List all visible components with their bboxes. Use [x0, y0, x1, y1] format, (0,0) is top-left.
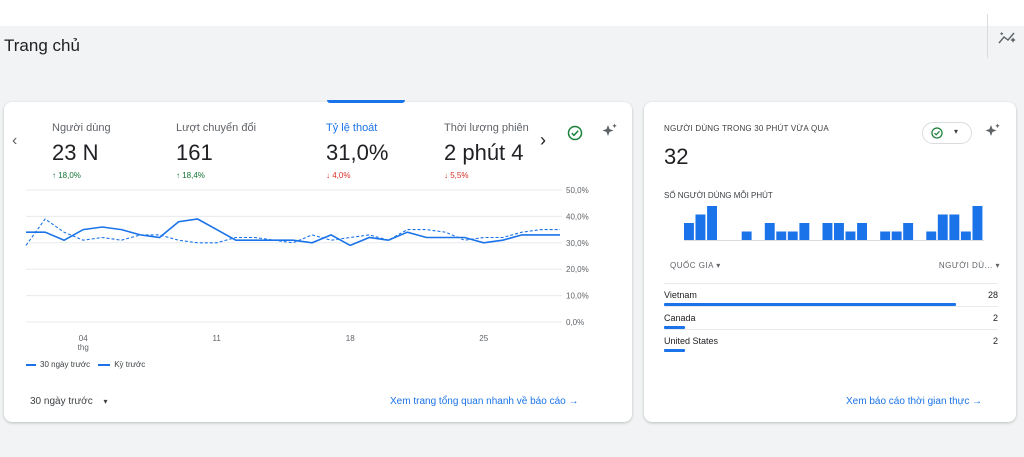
- y-tick-label: 10,0%: [566, 292, 589, 301]
- minute-bar: [822, 223, 833, 240]
- chart-legend: 30 ngày trước Kỳ trước: [26, 360, 145, 369]
- per-minute-bar-chart: [684, 206, 984, 241]
- minute-bar: [695, 214, 706, 240]
- y-tick-label: 20,0%: [566, 265, 589, 274]
- metric-label: Tỷ lệ thoát: [326, 122, 378, 134]
- minute-bar: [972, 206, 983, 240]
- realtime-card: NGƯỜI DÙNG TRONG 30 PHÚT VỪA QUA 32 ▾ SỐ…: [644, 102, 1016, 422]
- check-circle-icon[interactable]: [566, 124, 584, 142]
- check-circle-icon: [931, 127, 943, 139]
- status-chip[interactable]: ▾: [922, 122, 972, 144]
- metric-users[interactable]: Người dùng 23 N ↑ 18,0%: [52, 122, 111, 180]
- metric-delta: ↓ 4,0%: [326, 171, 351, 180]
- y-tick-label: 0,0%: [566, 318, 584, 327]
- x-tick-sublabel: thg: [78, 343, 89, 352]
- row-share-bar: [664, 349, 685, 352]
- realtime-value: 32: [664, 144, 689, 169]
- series-line-current: [26, 218, 560, 247]
- row-share-bar: [664, 326, 685, 329]
- row-users: 2: [992, 336, 998, 346]
- column-header-users[interactable]: NGƯỜI DÙ... ▾: [938, 261, 1000, 270]
- minute-bar: [684, 223, 694, 240]
- minute-bar: [776, 231, 787, 240]
- minute-bar: [926, 231, 937, 240]
- realtime-report-link[interactable]: Xem báo cáo thời gian thực →: [846, 396, 983, 407]
- realtime-title: NGƯỜI DÙNG TRONG 30 PHÚT VỪA QUA: [664, 124, 829, 133]
- top-bar: [0, 0, 1024, 26]
- minute-bar: [949, 214, 960, 240]
- sparkle-icon[interactable]: [601, 122, 619, 140]
- overview-report-link[interactable]: Xem trang tổng quan nhanh về báo cáo →: [390, 396, 579, 407]
- minute-bar: [834, 223, 844, 240]
- metric-label: Lượt chuyển đổi: [176, 122, 257, 134]
- overview-card: ‹ Người dùng 23 N ↑ 18,0% Lượt chuyển đổ…: [4, 100, 632, 422]
- chevron-right-icon[interactable]: ›: [540, 130, 546, 150]
- x-tick-label: 11: [213, 334, 222, 343]
- table-row[interactable]: Vietnam 28: [664, 283, 998, 306]
- minute-bar: [880, 231, 891, 240]
- metric-delta: ↑ 18,0%: [52, 171, 81, 180]
- y-tick-label: 50,0%: [566, 186, 589, 195]
- metric-session-duration[interactable]: Thời lượng phiên 2 phút 4 ↓ 5,5%: [444, 122, 536, 180]
- minute-bar: [937, 214, 948, 240]
- row-users: 28: [987, 290, 998, 300]
- minute-bar: [741, 231, 752, 240]
- page-header: [0, 26, 1024, 102]
- insights-icon[interactable]: [997, 30, 1019, 46]
- chevron-left-icon[interactable]: ‹: [12, 132, 18, 149]
- sparkle-icon[interactable]: [984, 122, 1002, 140]
- header-divider: [987, 14, 988, 58]
- table-row[interactable]: United States 2: [664, 329, 998, 352]
- x-tick-label: 25: [479, 334, 488, 343]
- row-country: United States: [664, 336, 719, 346]
- dropdown-arrow-icon: ▾: [103, 397, 108, 406]
- minute-bar: [845, 231, 856, 240]
- page-title: Trang chủ: [4, 36, 80, 55]
- minute-bar: [903, 223, 914, 240]
- series-line-previous: [25, 218, 560, 246]
- table-row[interactable]: Canada 2: [664, 306, 998, 329]
- minute-bar: [787, 231, 798, 240]
- per-minute-subtitle: SỐ NGƯỜI DÙNG MỖI PHÚT: [664, 191, 773, 200]
- y-tick-label: 40,0%: [566, 212, 589, 221]
- x-tick-label: 18: [346, 334, 355, 343]
- date-range-select[interactable]: 30 ngày trước ▾: [30, 396, 108, 407]
- minute-bar: [857, 223, 867, 240]
- minute-bar: [891, 231, 902, 240]
- minute-bar: [799, 223, 810, 240]
- y-tick-label: 30,0%: [566, 239, 589, 248]
- legend-swatch-previous: [98, 363, 111, 366]
- metric-label: Người dùng: [52, 122, 111, 134]
- minute-bar: [707, 206, 717, 240]
- metric-value: 161: [176, 140, 213, 165]
- metric-bounce-rate[interactable]: Tỷ lệ thoát 31,0% ↓ 4,0%: [326, 122, 388, 180]
- minute-bar: [764, 223, 775, 240]
- row-country: Vietnam: [664, 290, 697, 300]
- metric-delta: ↓ 5,5%: [444, 171, 469, 180]
- metric-delta: ↑ 18,4%: [176, 171, 205, 180]
- active-tab-indicator: [327, 100, 405, 103]
- metric-value: 23 N: [52, 140, 99, 165]
- legend-label-previous: Kỳ trước: [114, 360, 146, 369]
- row-share-bar: [664, 303, 957, 306]
- legend-label-current: 30 ngày trước: [40, 360, 91, 369]
- metric-value: 31,0%: [326, 140, 389, 165]
- row-country: Canada: [664, 313, 696, 323]
- metric-value: 2 phút 4: [444, 140, 524, 165]
- x-tick-label: 04: [79, 334, 88, 343]
- dropdown-arrow-icon: ▾: [954, 127, 959, 136]
- date-range-label: 30 ngày trước: [30, 396, 93, 407]
- row-users: 2: [992, 313, 998, 323]
- legend-swatch-current: [26, 363, 36, 366]
- minute-bar: [960, 231, 971, 240]
- column-header-country[interactable]: QUỐC GIA ▾: [670, 261, 721, 270]
- metric-conversions[interactable]: Lượt chuyển đổi 161 ↑ 18,4%: [176, 122, 256, 180]
- metric-label: Thời lượng phiên: [444, 122, 529, 134]
